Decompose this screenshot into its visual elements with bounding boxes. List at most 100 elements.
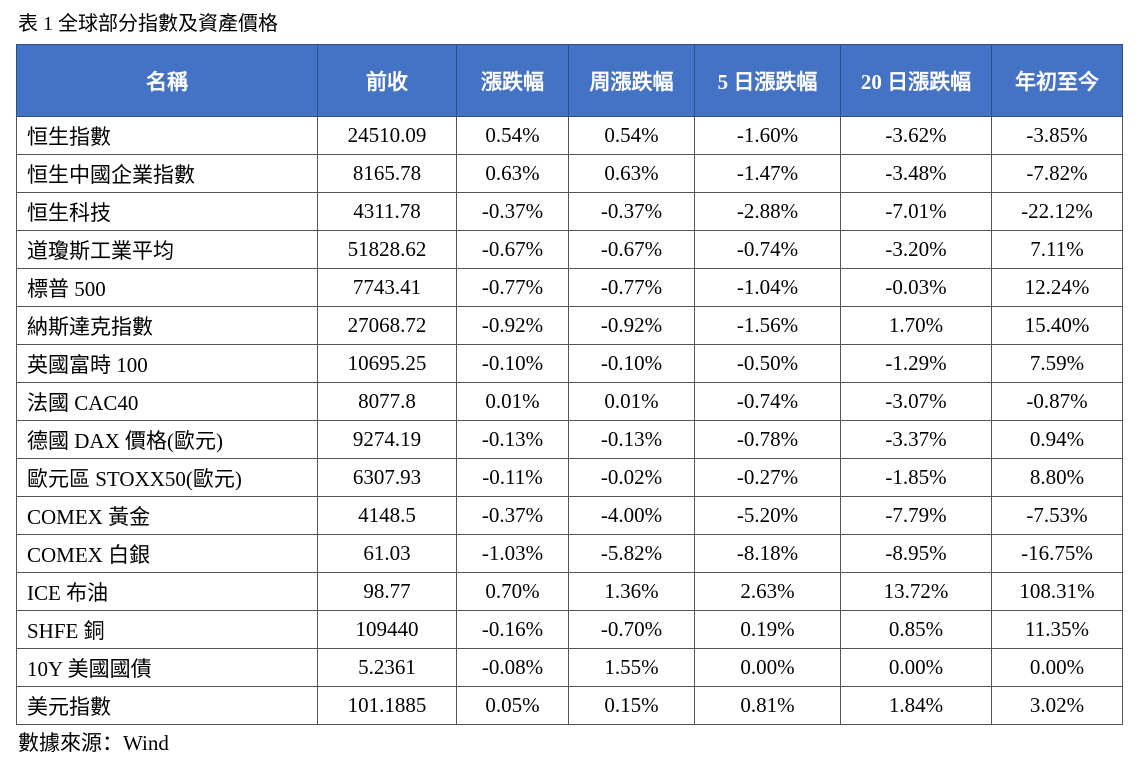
cell-5d-change: -0.27% [694,458,841,497]
cell-change: -0.77% [456,268,569,307]
cell-week-change: -0.37% [568,192,695,231]
cell-ytd: 8.80% [991,458,1123,497]
cell-ytd: -7.53% [991,496,1123,535]
header-5d-change: 5 日漲跌幅 [694,44,841,117]
cell-week-change: -0.77% [568,268,695,307]
cell-change: 0.63% [456,154,569,193]
cell-5d-change: -0.74% [694,382,841,421]
cell-week-change: 0.01% [568,382,695,421]
cell-prev-close: 98.77 [317,572,457,611]
cell-5d-change: -0.50% [694,344,841,383]
cell-prev-close: 6307.93 [317,458,457,497]
cell-20d-change: 1.84% [840,686,992,725]
cell-ytd: 7.11% [991,230,1123,269]
cell-prev-close: 61.03 [317,534,457,573]
cell-name: 納斯達克指數 [16,306,318,345]
cell-5d-change: -0.74% [694,230,841,269]
cell-20d-change: -1.29% [840,344,992,383]
table-row: 10Y 美國國債 5.2361 -0.08% 1.55% 0.00% 0.00% 0.00% [16,648,1123,687]
cell-week-change: -4.00% [568,496,695,535]
cell-name: ICE 布油 [16,572,318,611]
cell-name: 道瓊斯工業平均 [16,230,318,269]
cell-change: -0.16% [456,610,569,649]
cell-ytd: -3.85% [991,116,1123,155]
header-name: 名稱 [16,44,318,117]
cell-change: -0.13% [456,420,569,459]
cell-5d-change: -5.20% [694,496,841,535]
cell-20d-change: -3.07% [840,382,992,421]
table-caption: 表 1 全球部分指數及資產價格 [18,13,278,35]
cell-20d-change: -7.79% [840,496,992,535]
cell-5d-change: 0.19% [694,610,841,649]
cell-20d-change: 13.72% [840,572,992,611]
cell-ytd: 108.31% [991,572,1123,611]
cell-20d-change: -7.01% [840,192,992,231]
cell-prev-close: 9274.19 [317,420,457,459]
cell-change: 0.54% [456,116,569,155]
cell-name: COMEX 黃金 [16,496,318,535]
data-source-note: 數據來源：Wind [18,731,169,755]
cell-ytd: 7.59% [991,344,1123,383]
cell-prev-close: 7743.41 [317,268,457,307]
cell-5d-change: -1.56% [694,306,841,345]
header-20d-change: 20 日漲跌幅 [840,44,992,117]
cell-5d-change: -8.18% [694,534,841,573]
cell-5d-change: 0.81% [694,686,841,725]
cell-20d-change: -3.20% [840,230,992,269]
cell-20d-change: -1.85% [840,458,992,497]
cell-name: SHFE 銅 [16,610,318,649]
cell-ytd: 11.35% [991,610,1123,649]
cell-ytd: 3.02% [991,686,1123,725]
table-row: COMEX 黃金 4148.5 -0.37% -4.00% -5.20% -7.79% -7… [16,496,1123,535]
cell-prev-close: 4148.5 [317,496,457,535]
cell-week-change: -0.02% [568,458,695,497]
cell-week-change: -0.13% [568,420,695,459]
cell-week-change: 1.55% [568,648,695,687]
asset-price-table: 名稱 前收 漲跌幅 周漲跌幅 5 日漲跌幅 20 日漲跌幅 年初至今 恒生指數 2… [16,44,1123,725]
table-row: 納斯達克指數 27068.72 -0.92% -0.92% -1.56% 1.70% 15.… [16,306,1123,345]
cell-prev-close: 101.1885 [317,686,457,725]
cell-5d-change: -1.60% [694,116,841,155]
cell-prev-close: 10695.25 [317,344,457,383]
cell-20d-change: -3.37% [840,420,992,459]
cell-week-change: -0.70% [568,610,695,649]
cell-week-change: -0.92% [568,306,695,345]
cell-name: COMEX 白銀 [16,534,318,573]
cell-name: 恒生科技 [16,192,318,231]
cell-5d-change: 0.00% [694,648,841,687]
cell-5d-change: 2.63% [694,572,841,611]
cell-name: 歐元區 STOXX50(歐元) [16,458,318,497]
cell-change: -1.03% [456,534,569,573]
cell-week-change: -5.82% [568,534,695,573]
cell-week-change: 0.63% [568,154,695,193]
cell-20d-change: 0.00% [840,648,992,687]
cell-ytd: -22.12% [991,192,1123,231]
cell-prev-close: 27068.72 [317,306,457,345]
cell-name: 標普 500 [16,268,318,307]
cell-prev-close: 24510.09 [317,116,457,155]
table-row: 道瓊斯工業平均 51828.62 -0.67% -0.67% -0.74% -3.20% 7… [16,230,1123,269]
table-row: 恒生科技 4311.78 -0.37% -0.37% -2.88% -7.01% -22.1… [16,192,1123,231]
table-row: 恒生指數 24510.09 0.54% 0.54% -1.60% -3.62% -3.85% [16,116,1123,155]
cell-week-change: 0.54% [568,116,695,155]
cell-5d-change: -0.78% [694,420,841,459]
cell-name: 10Y 美國國債 [16,648,318,687]
cell-week-change: -0.10% [568,344,695,383]
cell-change: 0.05% [456,686,569,725]
cell-5d-change: -2.88% [694,192,841,231]
cell-20d-change: 0.85% [840,610,992,649]
table-row: ICE 布油 98.77 0.70% 1.36% 2.63% 13.72% 108.31% [16,572,1123,611]
cell-20d-change: 1.70% [840,306,992,345]
cell-name: 恒生指數 [16,116,318,155]
table-row: SHFE 銅 109440 -0.16% -0.70% 0.19% 0.85% 11.35% [16,610,1123,649]
cell-week-change: -0.67% [568,230,695,269]
cell-20d-change: -3.48% [840,154,992,193]
cell-name: 英國富時 100 [16,344,318,383]
table-body: 恒生指數 24510.09 0.54% 0.54% -1.60% -3.62% -3.85%… [16,116,1123,725]
header-ytd: 年初至今 [991,44,1123,117]
cell-change: -0.92% [456,306,569,345]
table-row: 歐元區 STOXX50(歐元) 6307.93 -0.11% -0.02% -0.27%… [16,458,1123,497]
cell-change: -0.10% [456,344,569,383]
table-row: 法國 CAC40 8077.8 0.01% 0.01% -0.74% -3.07% -0.8… [16,382,1123,421]
cell-week-change: 0.15% [568,686,695,725]
